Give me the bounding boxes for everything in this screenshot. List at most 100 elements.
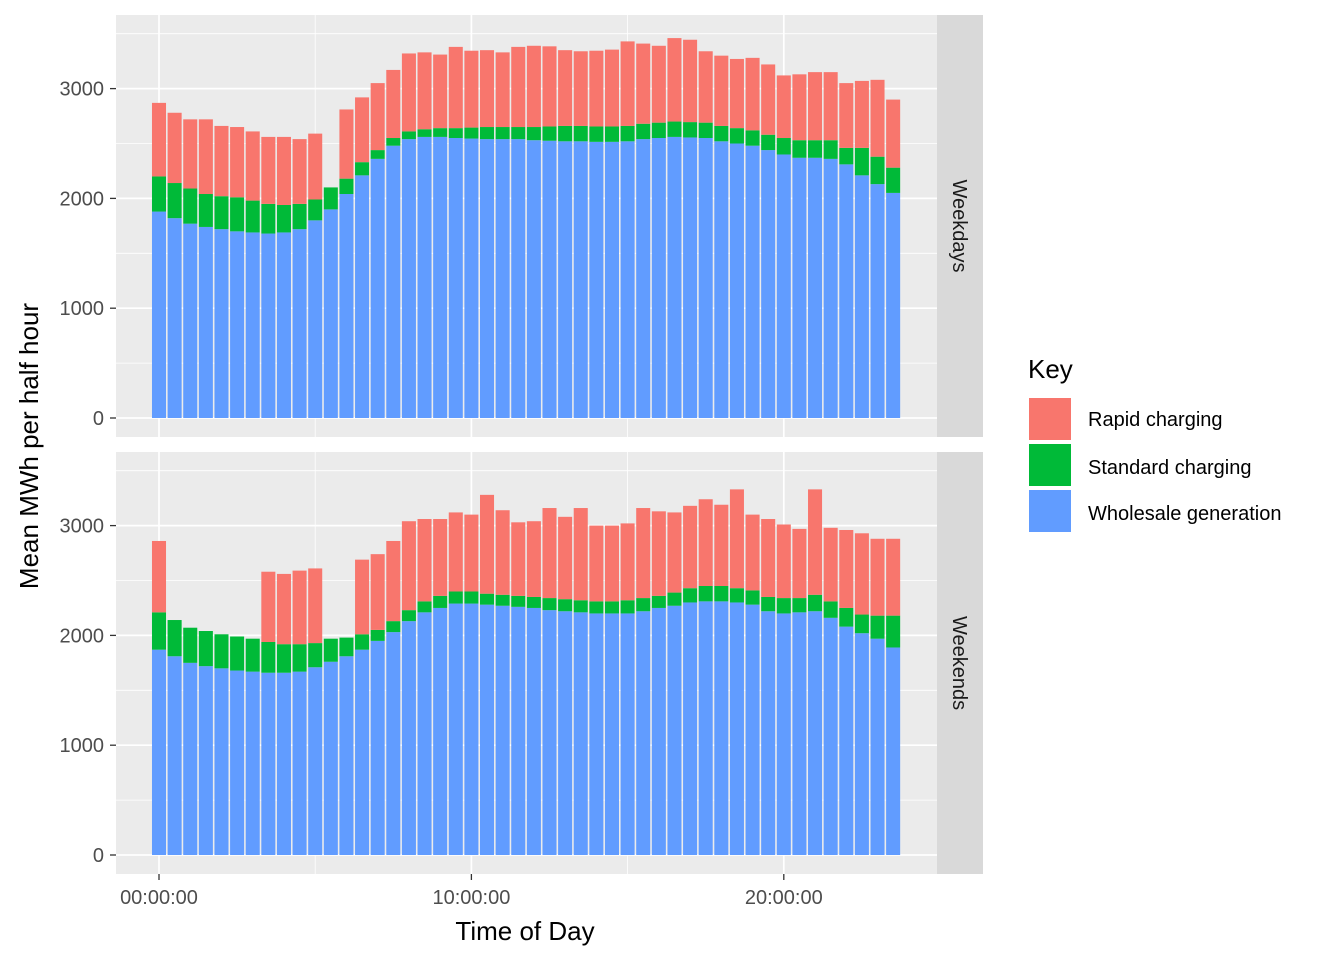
- bar-standard-charging: [792, 140, 807, 158]
- bar-wholesale-generation: [776, 154, 791, 419]
- bar-standard-charging: [651, 122, 666, 139]
- bar-standard-charging: [683, 588, 698, 603]
- bar-standard-charging: [558, 125, 573, 142]
- y-tick-label: 2000: [60, 625, 105, 647]
- bar-rapid-charging: [370, 554, 385, 630]
- y-tick-label: 2000: [60, 188, 105, 210]
- bar-standard-charging: [433, 128, 448, 137]
- bar-standard-charging: [839, 607, 854, 627]
- bar-standard-charging: [214, 634, 229, 669]
- bar-standard-charging: [651, 595, 666, 608]
- bar-wholesale-generation: [214, 229, 229, 418]
- x-tick-label: 10:00:00: [432, 887, 510, 909]
- bar-rapid-charging: [573, 508, 588, 601]
- bar-wholesale-generation: [854, 633, 869, 855]
- bar-standard-charging: [401, 131, 416, 140]
- bar-standard-charging: [230, 636, 245, 671]
- bar-rapid-charging: [339, 109, 354, 179]
- bar-standard-charging: [292, 644, 307, 672]
- bar-rapid-charging: [683, 505, 698, 589]
- legend-key-wholesale: [1029, 490, 1071, 532]
- bar-standard-charging: [886, 615, 901, 648]
- bar-rapid-charging: [433, 519, 448, 596]
- bar-wholesale-generation: [355, 175, 370, 418]
- bar-wholesale-generation: [792, 157, 807, 418]
- bar-standard-charging: [729, 128, 744, 144]
- bar-wholesale-generation: [573, 141, 588, 419]
- bar-wholesale-generation: [683, 602, 698, 855]
- bar-wholesale-generation: [261, 233, 276, 418]
- bar-rapid-charging: [651, 45, 666, 123]
- bar-standard-charging: [698, 585, 713, 602]
- bar-wholesale-generation: [386, 632, 401, 855]
- bar-rapid-charging: [542, 46, 557, 127]
- bar-wholesale-generation: [480, 604, 495, 855]
- bar-rapid-charging: [886, 99, 901, 168]
- bar-standard-charging: [495, 594, 510, 606]
- bar-wholesale-generation: [683, 137, 698, 418]
- bar-wholesale-generation: [292, 671, 307, 855]
- x-tick-label: 00:00:00: [120, 887, 198, 909]
- bar-wholesale-generation: [886, 647, 901, 855]
- bar-rapid-charging: [839, 83, 854, 148]
- bar-rapid-charging: [167, 112, 182, 184]
- bar-rapid-charging: [464, 50, 479, 128]
- bar-standard-charging: [667, 592, 682, 606]
- panels-layer: 0 1000 2000 3000 Weekdays 0 1000 2000 3000 Weeken…: [60, 15, 983, 909]
- bar-rapid-charging: [495, 52, 510, 128]
- bar-wholesale-generation: [183, 223, 198, 418]
- bar-wholesale-generation: [558, 611, 573, 855]
- bar-standard-charging: [464, 127, 479, 139]
- bar-wholesale-generation: [667, 136, 682, 418]
- bar-standard-charging: [261, 641, 276, 673]
- bar-standard-charging: [620, 125, 635, 142]
- bar-rapid-charging: [620, 523, 635, 601]
- bar-rapid-charging: [745, 57, 760, 131]
- bar-wholesale-generation: [433, 607, 448, 855]
- bar-wholesale-generation: [823, 617, 838, 855]
- bar-rapid-charging: [667, 38, 682, 122]
- bar-wholesale-generation: [308, 667, 323, 855]
- bar-wholesale-generation: [729, 143, 744, 418]
- bar-standard-charging: [776, 598, 791, 614]
- bar-rapid-charging: [214, 125, 229, 197]
- bar-rapid-charging: [573, 51, 588, 126]
- bar-rapid-charging: [823, 72, 838, 141]
- bar-wholesale-generation: [151, 649, 167, 855]
- bar-wholesale-generation: [870, 184, 885, 418]
- bar-standard-charging: [167, 183, 182, 219]
- bar-standard-charging: [729, 588, 744, 603]
- facet-strip: [937, 15, 983, 437]
- bar-standard-charging: [183, 188, 198, 224]
- bar-rapid-charging: [636, 43, 651, 124]
- bar-wholesale-generation: [323, 209, 338, 418]
- bar-rapid-charging: [526, 521, 541, 597]
- bar-standard-charging: [261, 203, 276, 234]
- bar-rapid-charging: [729, 489, 744, 589]
- bar-standard-charging: [698, 122, 713, 139]
- bar-wholesale-generation: [526, 607, 541, 855]
- legend-key-rapid: [1029, 398, 1071, 440]
- bar-standard-charging: [276, 644, 291, 673]
- bar-wholesale-generation: [698, 138, 713, 418]
- bar-rapid-charging: [745, 514, 760, 591]
- legend-label-rapid: Rapid charging: [1088, 409, 1223, 431]
- facet-label-weekends: Weekends: [948, 616, 970, 710]
- bar-wholesale-generation: [542, 140, 557, 418]
- bar-standard-charging: [323, 187, 338, 210]
- bar-wholesale-generation: [495, 605, 510, 855]
- bar-rapid-charging: [245, 131, 260, 201]
- bar-rapid-charging: [886, 538, 901, 616]
- bar-rapid-charging: [729, 58, 744, 129]
- bar-wholesale-generation: [511, 139, 526, 419]
- bar-standard-charging: [448, 128, 463, 139]
- bar-wholesale-generation: [526, 140, 541, 418]
- bar-standard-charging: [276, 204, 291, 233]
- bar-wholesale-generation: [370, 640, 385, 855]
- bar-rapid-charging: [651, 511, 666, 596]
- bar-rapid-charging: [698, 51, 713, 123]
- bar-wholesale-generation: [214, 668, 229, 855]
- bar-rapid-charging: [151, 102, 167, 177]
- bar-wholesale-generation: [167, 656, 182, 855]
- bar-standard-charging: [808, 594, 823, 612]
